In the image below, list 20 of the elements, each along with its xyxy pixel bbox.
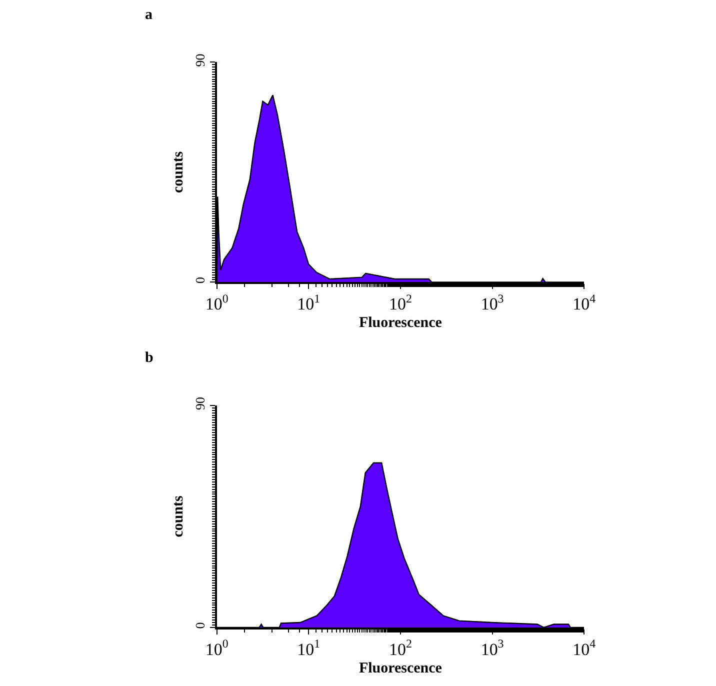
x-tick-label: 10$^{0}$ xyxy=(205,291,228,314)
y-tick-label: 90 xyxy=(192,54,208,67)
x-tick-label: 10$^{3}$ xyxy=(480,636,504,659)
x-tick-label: 10$^{4}$ xyxy=(572,291,596,314)
x-tick-label: 10$^{2}$ xyxy=(388,636,412,659)
y-axis-title: counts xyxy=(170,151,186,194)
x-tick-label: 10$^{2}$ xyxy=(388,291,412,314)
x-tick-label: 10$^{0}$ xyxy=(205,636,228,659)
y-axis-title: counts xyxy=(170,495,186,538)
y-tick-label: 0 xyxy=(192,622,208,629)
chart-title: a xyxy=(145,7,153,23)
x-axis-title: Fluorescence xyxy=(358,660,442,676)
x-tick-label: 10$^{1}$ xyxy=(297,291,320,314)
y-tick-label: 0 xyxy=(192,276,208,284)
x-tick-label: 10$^{3}$ xyxy=(480,291,504,314)
x-tick-label: 10$^{1}$ xyxy=(297,636,320,659)
chart-title: b xyxy=(145,350,154,366)
y-tick-label: 90 xyxy=(192,396,208,410)
x-tick-label: 10$^{4}$ xyxy=(572,636,596,659)
x-axis-title: Fluorescence xyxy=(358,315,442,332)
